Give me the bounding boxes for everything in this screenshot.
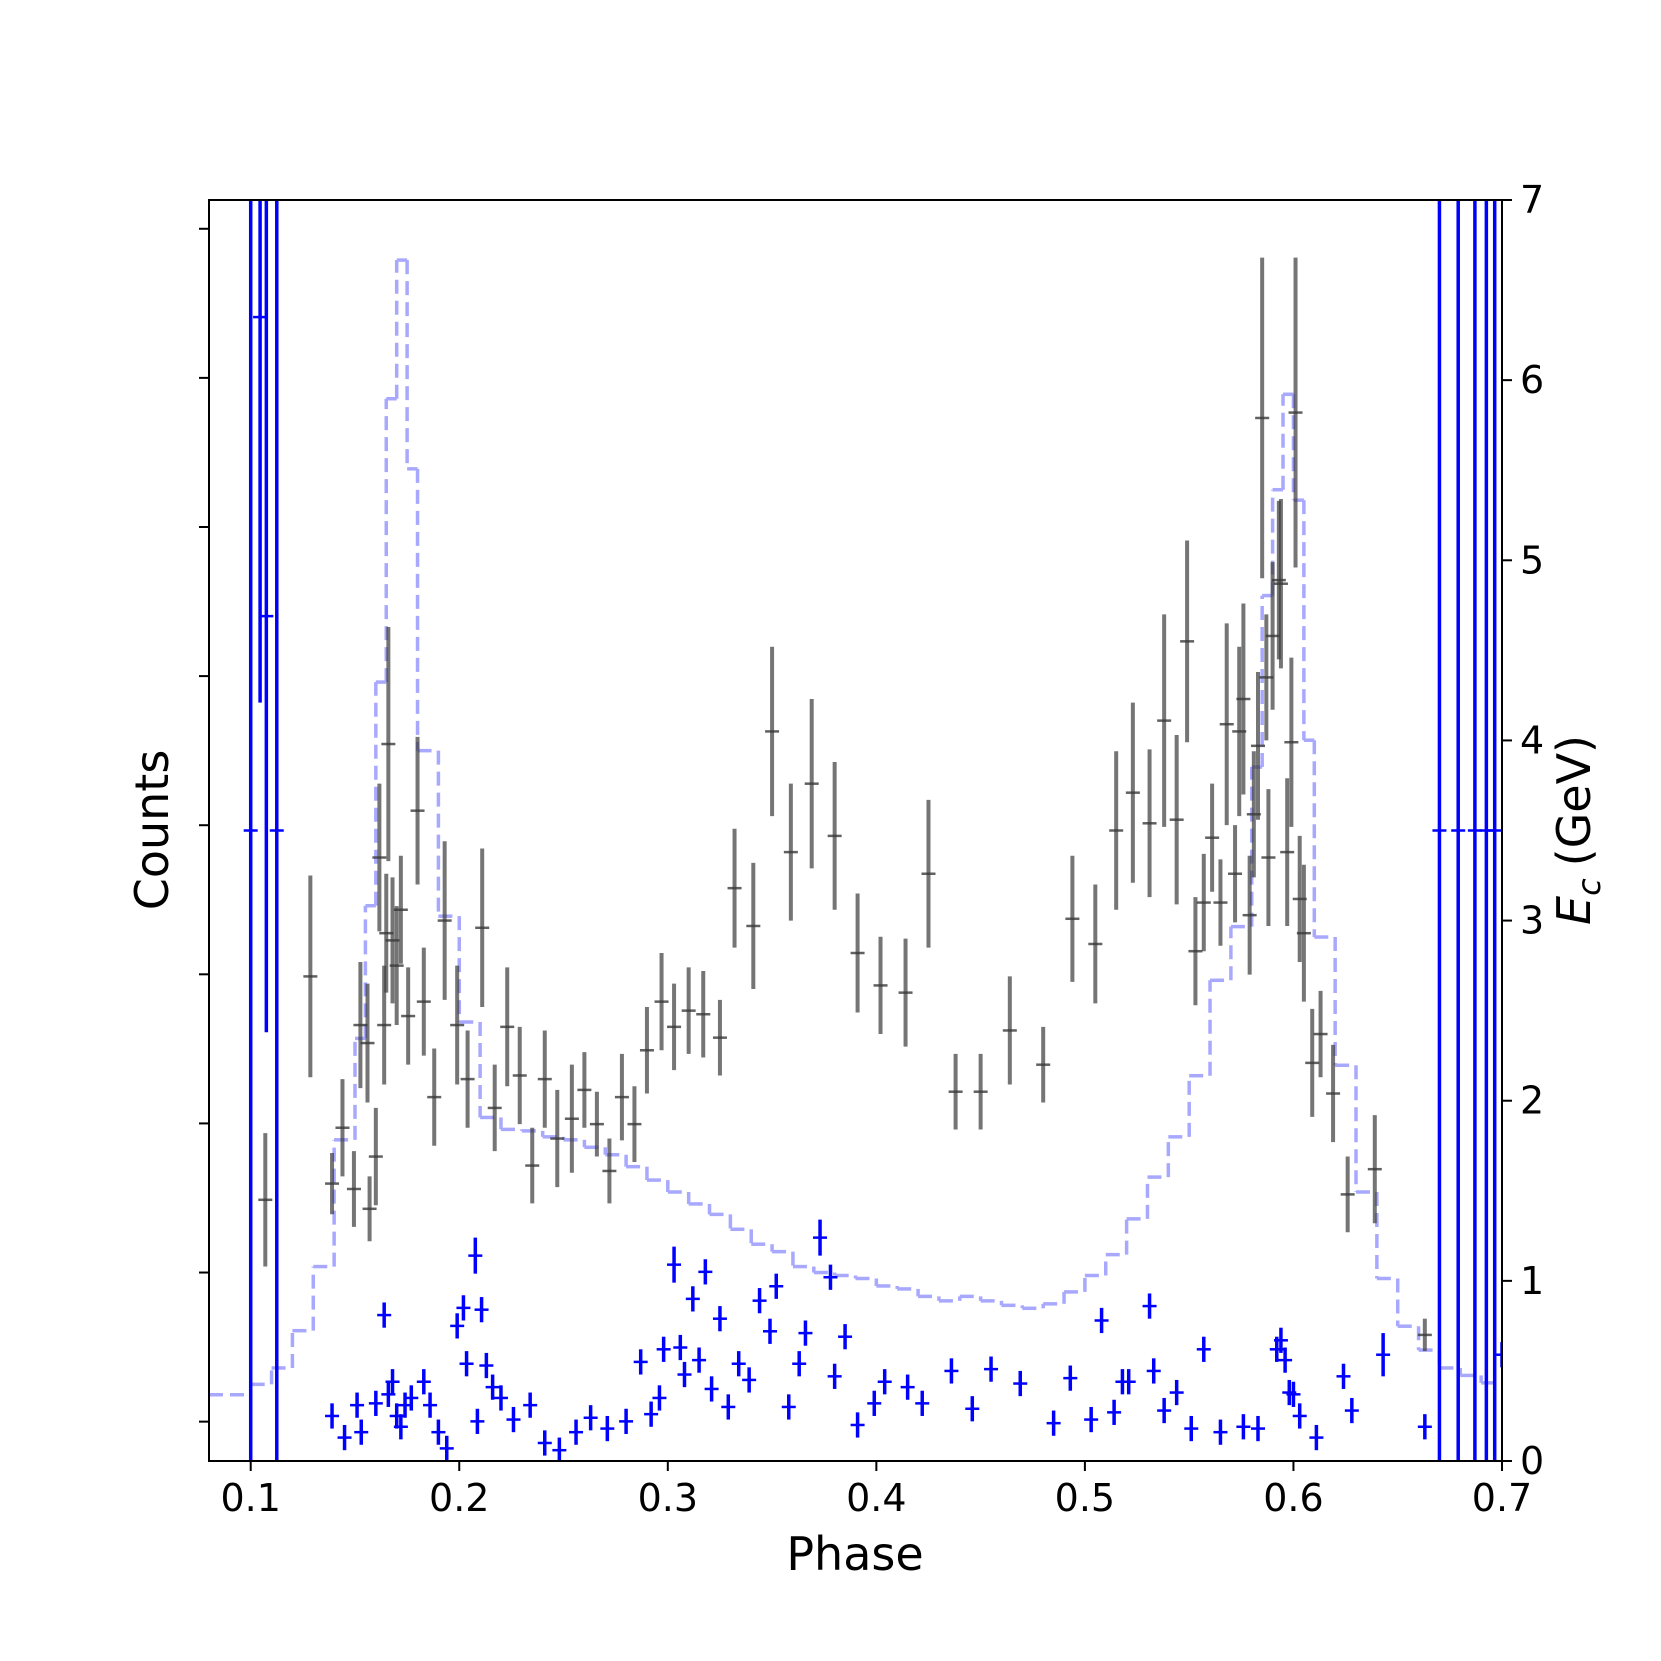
x-tick-label: 0.7 [1472, 1476, 1532, 1520]
y2-tick-label: 2 [1520, 1079, 1544, 1123]
x-tick-label: 0.4 [846, 1476, 906, 1520]
y2-tick-label: 4 [1520, 718, 1544, 762]
x-tick-label: 0.5 [1055, 1476, 1115, 1520]
y2-unit: (GeV) [1547, 735, 1601, 866]
plot-area [209, 200, 1502, 1461]
y2-symbol: E [1547, 896, 1601, 925]
y2-subscript: c [1570, 878, 1608, 896]
y2-tick-label: 7 [1520, 178, 1544, 222]
y2-tick-label: 3 [1520, 899, 1544, 943]
plot-frame [208, 199, 1503, 1462]
y2-tick-label: 0 [1520, 1439, 1544, 1483]
y2-tick-label: 1 [1520, 1259, 1544, 1303]
y2-tick-label: 6 [1520, 358, 1544, 402]
x-tick-label: 0.1 [220, 1476, 280, 1520]
x-tick-label: 0.6 [1263, 1476, 1323, 1520]
y2-axis-label: Ec (GeV) [1547, 735, 1608, 925]
y-axis-label: Counts [125, 750, 179, 911]
x-tick-label: 0.2 [429, 1476, 489, 1520]
x-axis-label: Phase [786, 1527, 923, 1581]
y2-tick-label: 5 [1520, 538, 1544, 582]
x-tick-label: 0.3 [638, 1476, 698, 1520]
